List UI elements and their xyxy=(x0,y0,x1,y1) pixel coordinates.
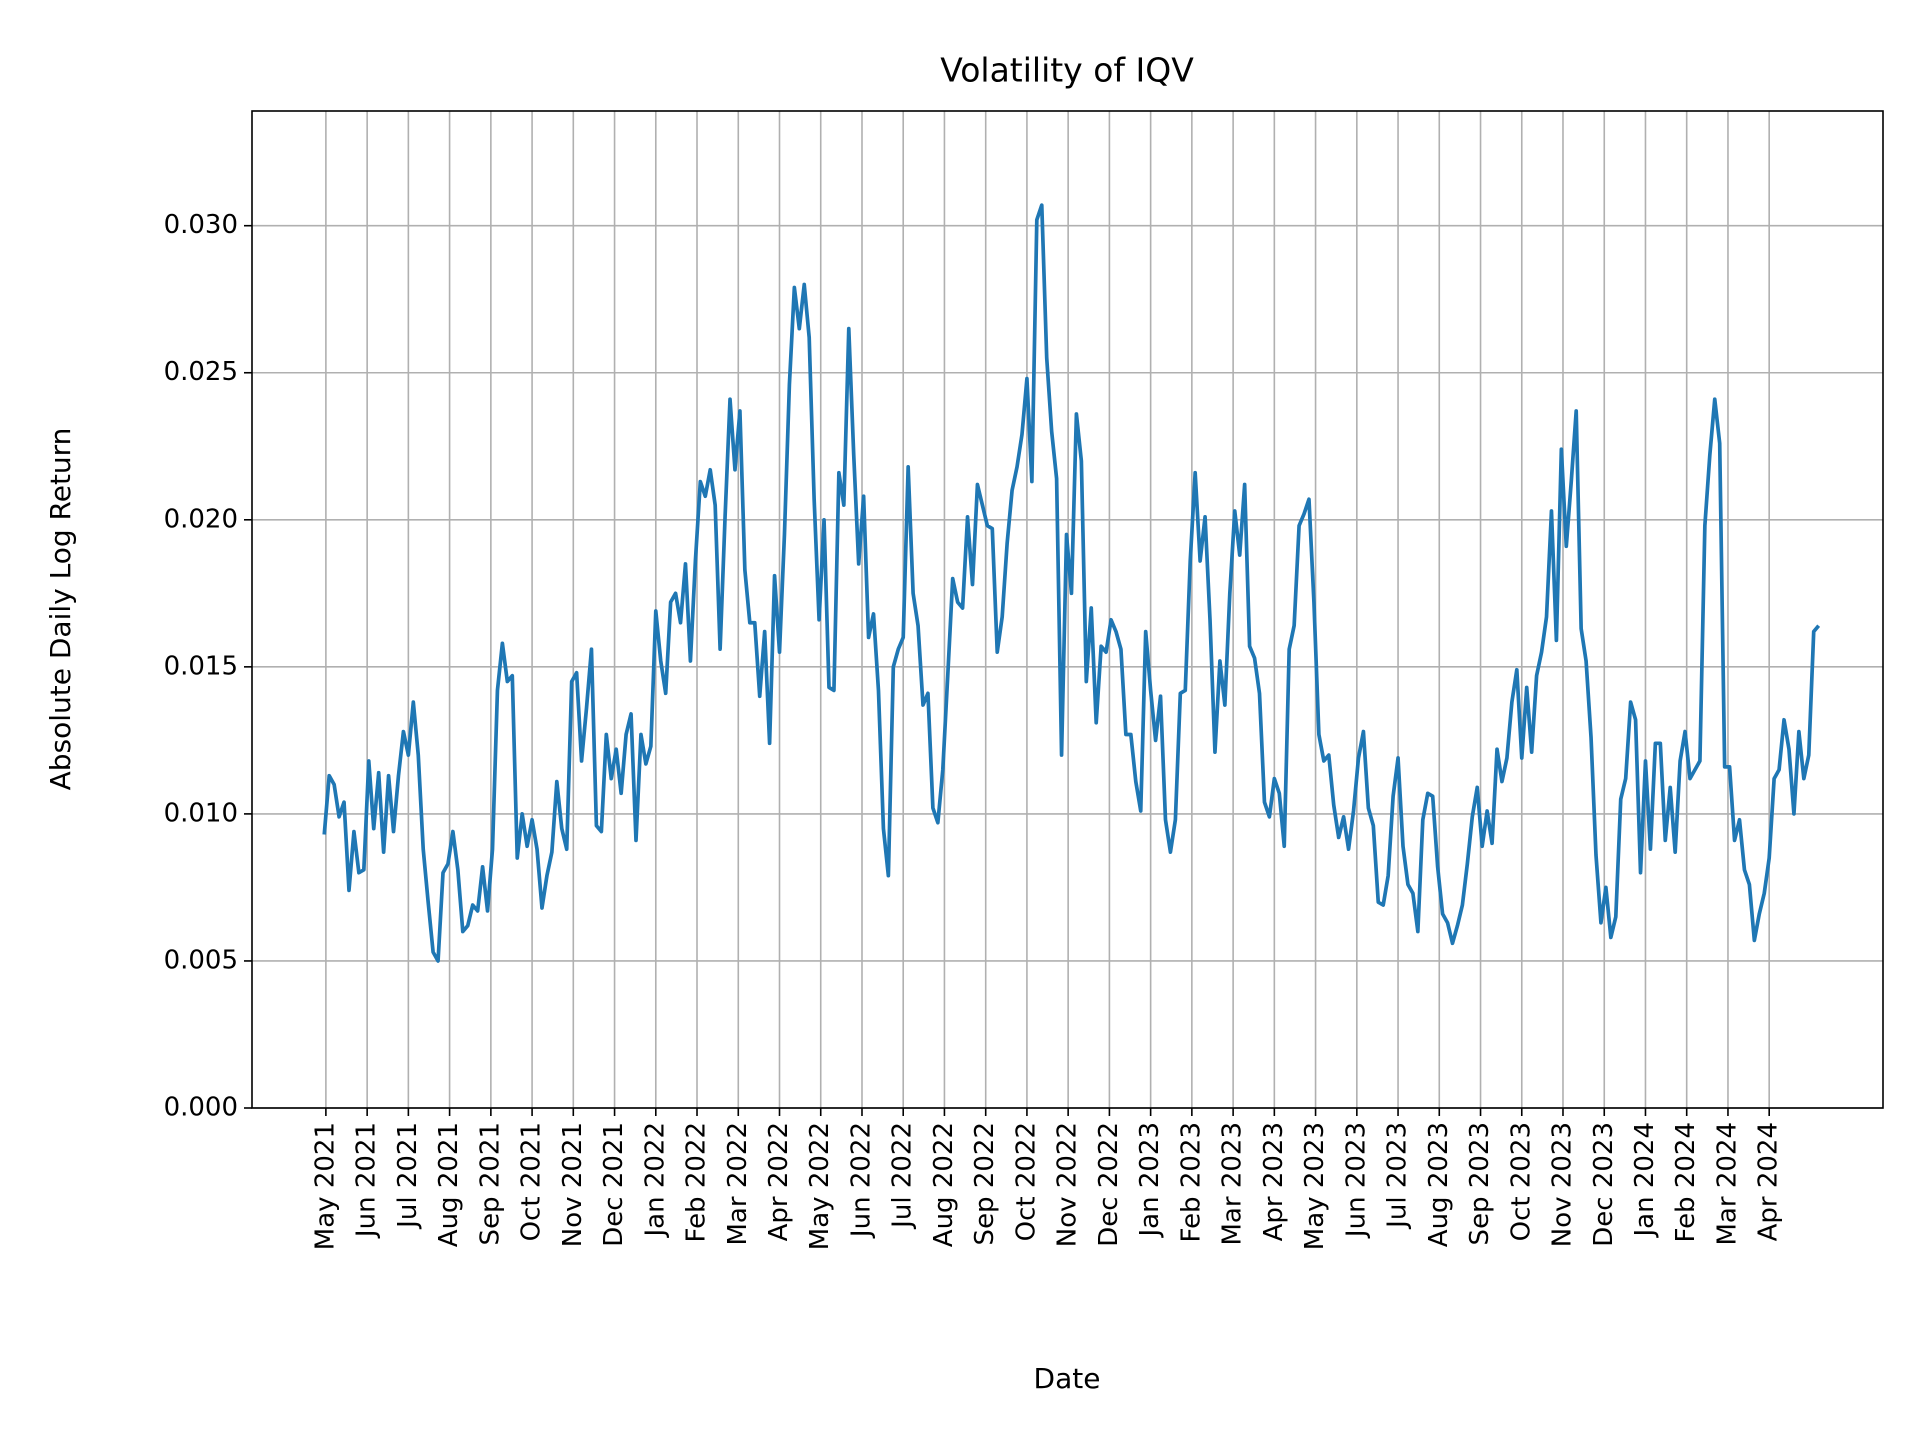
y-tick-label: 0.000 xyxy=(164,1093,238,1123)
y-tick-label: 0.025 xyxy=(164,357,238,387)
y-tick-label: 0.020 xyxy=(164,504,238,534)
x-tick-label: Aug 2023 xyxy=(1424,1122,1454,1247)
x-tick-label: Feb 2024 xyxy=(1671,1122,1701,1242)
x-tick-label: May 2021 xyxy=(310,1122,340,1250)
x-tick-label: Sep 2023 xyxy=(1465,1122,1495,1245)
x-tick-label: Jul 2021 xyxy=(393,1122,423,1230)
x-tick-label: Apr 2024 xyxy=(1754,1122,1784,1241)
x-tick-label: Aug 2021 xyxy=(434,1122,464,1247)
y-tick-label: 0.030 xyxy=(164,210,238,240)
x-tick-label: Jul 2023 xyxy=(1383,1122,1413,1230)
x-tick-label: Oct 2021 xyxy=(517,1122,547,1241)
data-line xyxy=(322,203,1821,963)
x-tick-label: Dec 2022 xyxy=(1094,1122,1124,1247)
x-tick-label: Mar 2022 xyxy=(723,1122,753,1246)
y-tick-label: 0.015 xyxy=(164,651,238,681)
x-tick-label: Jun 2022 xyxy=(846,1122,876,1239)
x-tick-label: Nov 2022 xyxy=(1053,1122,1083,1247)
x-tick-label: Oct 2023 xyxy=(1506,1122,1536,1241)
x-tick-label: Nov 2021 xyxy=(558,1122,588,1247)
y-tick-label: 0.010 xyxy=(164,798,238,828)
x-tick-label: Jun 2023 xyxy=(1341,1122,1371,1239)
plot-frame xyxy=(251,110,1884,1109)
x-tick-label: Dec 2021 xyxy=(599,1122,629,1247)
x-tick-label: Jan 2024 xyxy=(1630,1122,1660,1239)
x-tick-label: Apr 2023 xyxy=(1259,1122,1289,1241)
x-axis-label: Date xyxy=(1034,1362,1101,1395)
x-tick-label: Aug 2022 xyxy=(929,1122,959,1247)
x-tick-label: Jan 2022 xyxy=(640,1122,670,1239)
x-tick-label: Mar 2023 xyxy=(1218,1122,1248,1246)
x-tick-label: May 2022 xyxy=(805,1122,835,1250)
x-tick-label: Sep 2021 xyxy=(475,1122,505,1245)
x-tick-label: Nov 2023 xyxy=(1547,1122,1577,1247)
x-tick-label: Sep 2022 xyxy=(970,1122,1000,1245)
x-tick-label: Oct 2022 xyxy=(1011,1122,1041,1241)
x-tick-label: Apr 2022 xyxy=(764,1122,794,1241)
x-tick-label: Jul 2022 xyxy=(888,1122,918,1230)
y-axis-label: Absolute Daily Log Return xyxy=(44,428,77,791)
x-tick-label: Mar 2024 xyxy=(1712,1122,1742,1246)
chart-title: Volatility of IQV xyxy=(940,51,1194,90)
x-tick-label: Feb 2022 xyxy=(682,1122,712,1242)
x-tick-label: May 2023 xyxy=(1300,1122,1330,1250)
x-tick-label: Dec 2023 xyxy=(1589,1122,1619,1247)
x-tick-label: Feb 2023 xyxy=(1176,1122,1206,1242)
x-tick-label: Jun 2021 xyxy=(352,1122,382,1239)
y-tick-label: 0.005 xyxy=(164,945,238,975)
x-tick-label: Jan 2023 xyxy=(1135,1122,1165,1239)
